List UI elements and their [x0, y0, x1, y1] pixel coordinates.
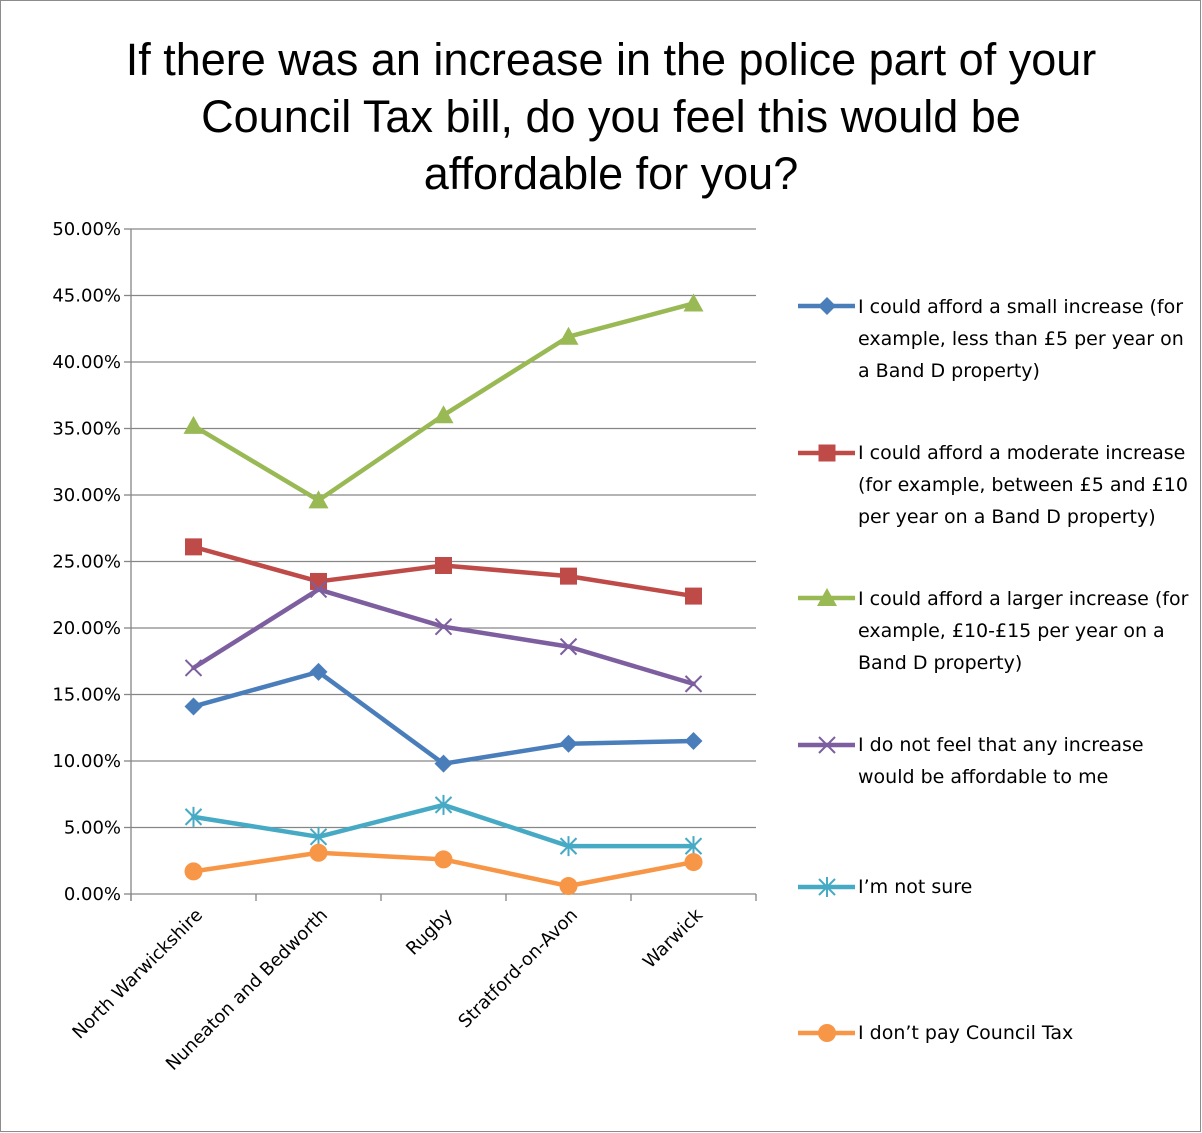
series-line: [191, 669, 696, 766]
data-point: [308, 490, 329, 509]
data-point: [183, 415, 204, 434]
data-point: [309, 580, 328, 599]
data-point: [559, 734, 578, 753]
legend-marker: [818, 736, 836, 754]
data-point: [184, 806, 203, 827]
legend-swatch: [798, 736, 855, 754]
y-tick-label: 45.00%: [52, 286, 121, 307]
data-point: [309, 843, 328, 862]
chart-title: If there was an increase in the police p…: [125, 34, 1097, 199]
y-tick-label: 0.00%: [64, 884, 121, 905]
data-point: [309, 826, 328, 847]
series-1: [184, 662, 703, 773]
data-point: [684, 675, 703, 693]
series-6: [184, 843, 703, 896]
series-line: [191, 587, 696, 687]
y-tick-label: 5.00%: [64, 818, 121, 839]
data-point: [184, 659, 203, 677]
data-point: [684, 732, 703, 751]
data-point: [559, 637, 578, 656]
data-point: [433, 405, 454, 424]
legend-label: I don’t pay Council Tax: [858, 1022, 1074, 1044]
data-point: [434, 754, 453, 773]
legend-marker: [818, 877, 836, 897]
data-point: [434, 794, 453, 815]
legend-label: I’m not sure: [858, 876, 973, 898]
x-category-label: North Warwickshire: [68, 905, 207, 1044]
data-point: [685, 587, 702, 605]
series-line: [191, 301, 696, 503]
data-point: [435, 556, 452, 574]
legend-label: I do not feel that any increase would be…: [858, 734, 1144, 788]
data-point: [558, 326, 579, 345]
x-category-label: Warwick: [639, 904, 707, 972]
y-tick-label: 25.00%: [52, 552, 121, 573]
data-point: [559, 877, 578, 896]
data-point: [184, 697, 203, 716]
data-point: [684, 853, 703, 872]
data-point: [683, 293, 704, 312]
legend-swatch: [798, 444, 855, 462]
legend-swatch: [798, 1024, 855, 1042]
legend-swatch: [798, 877, 855, 897]
data-point: [560, 567, 577, 585]
legend-marker: [818, 1024, 836, 1042]
y-tick-label: 35.00%: [52, 419, 121, 440]
data-point: [434, 617, 453, 636]
data-point: [684, 836, 703, 857]
legend-marker: [818, 444, 836, 462]
data-point: [184, 862, 203, 881]
series-2: [185, 538, 702, 605]
legend-swatch: [798, 588, 855, 606]
legend-swatch: [798, 297, 855, 315]
data-point: [185, 538, 202, 556]
legend-marker: [818, 297, 836, 315]
data-point: [309, 662, 328, 681]
series-3: [183, 293, 704, 509]
series-4: [184, 580, 703, 693]
y-tick-label: 50.00%: [52, 219, 121, 240]
series-5: [184, 794, 703, 857]
legend-label: I could afford a small increase (for exa…: [858, 296, 1184, 382]
y-tick-label: 40.00%: [52, 352, 121, 373]
data-point: [559, 836, 578, 857]
y-tick-label: 15.00%: [52, 685, 121, 706]
legend-label: I could afford a larger increase (for ex…: [858, 588, 1189, 674]
legend-label: I could afford a moderate increase (for …: [858, 442, 1188, 528]
legend-marker: [817, 588, 837, 606]
x-category-label: Stratford-on-Avon: [454, 905, 582, 1033]
y-tick-label: 10.00%: [52, 751, 121, 772]
x-category-label: Rugby: [402, 904, 457, 959]
y-tick-label: 20.00%: [52, 618, 121, 639]
data-point: [434, 850, 453, 869]
y-tick-label: 30.00%: [52, 485, 121, 506]
